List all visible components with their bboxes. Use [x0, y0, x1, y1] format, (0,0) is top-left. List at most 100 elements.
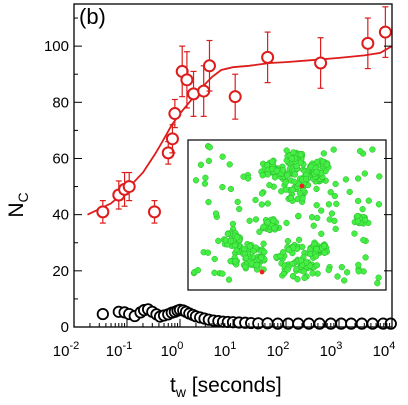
particle — [242, 254, 250, 262]
black-data-point — [96, 307, 109, 321]
particle — [225, 276, 233, 283]
particle — [219, 153, 226, 160]
particle — [342, 176, 350, 183]
particle — [375, 201, 383, 208]
red-data-point — [378, 25, 392, 39]
particle — [271, 224, 278, 232]
particle — [295, 236, 303, 243]
particle — [321, 249, 328, 257]
particle — [291, 178, 298, 185]
particle — [313, 202, 320, 209]
particle — [361, 216, 369, 224]
particle — [202, 174, 209, 181]
particle — [313, 245, 320, 253]
x-axis: 10-2 10-1 100 101 102 103 104 — [53, 319, 395, 360]
particle — [244, 175, 252, 182]
particle — [192, 177, 200, 184]
black-data-point — [384, 317, 397, 330]
particle — [359, 206, 366, 213]
particle — [314, 214, 321, 222]
particle — [289, 272, 297, 280]
particle — [302, 175, 310, 183]
x-tick-label: 10-1 — [106, 340, 132, 360]
particle — [258, 254, 265, 261]
particle — [269, 158, 276, 165]
particle — [346, 188, 353, 196]
y-axis: 0 20 40 60 80 100 — [44, 17, 392, 336]
highlight-particle — [259, 269, 265, 275]
particle — [320, 150, 327, 157]
particle — [296, 190, 304, 197]
particle — [289, 186, 296, 193]
particle — [258, 201, 265, 208]
particle — [301, 274, 308, 282]
particle — [318, 230, 325, 237]
red-data-point — [165, 132, 179, 146]
particle — [273, 167, 281, 174]
particle — [365, 197, 372, 204]
particle — [226, 161, 233, 168]
particle — [331, 217, 338, 225]
particle — [354, 218, 362, 225]
y-tick-label: 100 — [44, 38, 69, 55]
x-tick-label: 101 — [214, 340, 237, 360]
particle — [332, 225, 339, 233]
particle — [233, 234, 241, 241]
x-tick-label: 102 — [267, 340, 290, 360]
particle — [310, 222, 317, 229]
particle — [232, 258, 239, 265]
particle — [313, 168, 320, 176]
particle — [351, 230, 358, 237]
y-tick-label: 0 — [61, 319, 69, 336]
red-data-point — [228, 90, 242, 104]
particle — [375, 274, 382, 281]
particle — [297, 257, 305, 264]
particle — [308, 214, 316, 221]
particle — [271, 174, 279, 181]
particle — [313, 185, 320, 193]
particle — [341, 277, 348, 284]
x-tick-label: 10-2 — [53, 340, 79, 360]
y-tick-label: 20 — [52, 263, 69, 280]
x-tick-label: 103 — [320, 340, 343, 360]
particle — [197, 161, 205, 168]
particle — [355, 268, 362, 275]
particle — [338, 263, 345, 271]
particle — [242, 263, 249, 271]
particle — [206, 144, 213, 151]
red-data-point — [168, 107, 182, 121]
particle — [263, 161, 271, 169]
particle — [291, 171, 299, 178]
particle — [354, 197, 362, 205]
particle — [332, 180, 339, 188]
particle — [283, 219, 290, 227]
particle — [282, 179, 289, 186]
particle — [343, 269, 351, 276]
particle — [287, 194, 295, 202]
y-tick-label: 60 — [52, 150, 69, 167]
particle — [321, 242, 328, 250]
particle — [234, 198, 241, 206]
particle — [260, 223, 267, 230]
particle — [264, 219, 271, 226]
particle — [295, 212, 302, 220]
particle — [299, 243, 306, 251]
particle — [253, 262, 260, 269]
particle — [309, 270, 316, 277]
particle — [246, 217, 253, 224]
fit-curve-layer — [87, 45, 393, 216]
highlight-particle — [299, 183, 305, 189]
particle — [299, 195, 306, 202]
red-data-point — [122, 180, 136, 194]
particle — [224, 230, 231, 238]
particle — [285, 246, 292, 254]
black-series-layer — [96, 303, 397, 330]
particle — [323, 161, 330, 168]
particle — [313, 262, 321, 269]
particle — [250, 247, 257, 255]
particle — [284, 237, 292, 245]
red-data-point — [202, 59, 216, 73]
particle — [219, 183, 226, 191]
particle — [361, 170, 368, 177]
